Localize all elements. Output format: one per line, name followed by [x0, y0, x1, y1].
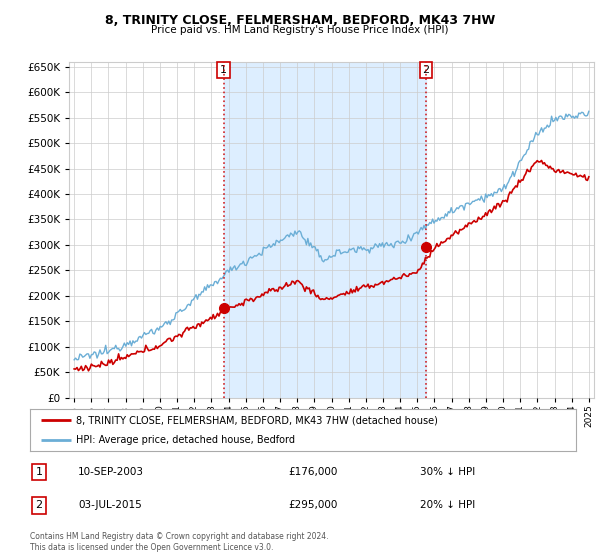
Text: £176,000: £176,000: [288, 467, 337, 477]
Text: 1: 1: [220, 66, 227, 75]
Text: HPI: Average price, detached house, Bedford: HPI: Average price, detached house, Bedf…: [76, 435, 295, 445]
Text: 2: 2: [35, 501, 43, 510]
Text: Contains HM Land Registry data © Crown copyright and database right 2024.
This d: Contains HM Land Registry data © Crown c…: [30, 532, 329, 552]
Text: 03-JUL-2015: 03-JUL-2015: [78, 501, 142, 510]
Text: 20% ↓ HPI: 20% ↓ HPI: [420, 501, 475, 510]
Text: 30% ↓ HPI: 30% ↓ HPI: [420, 467, 475, 477]
Text: 8, TRINITY CLOSE, FELMERSHAM, BEDFORD, MK43 7HW (detached house): 8, TRINITY CLOSE, FELMERSHAM, BEDFORD, M…: [76, 415, 438, 425]
Text: 2: 2: [422, 66, 430, 75]
Text: Price paid vs. HM Land Registry's House Price Index (HPI): Price paid vs. HM Land Registry's House …: [151, 25, 449, 35]
Text: 8, TRINITY CLOSE, FELMERSHAM, BEDFORD, MK43 7HW: 8, TRINITY CLOSE, FELMERSHAM, BEDFORD, M…: [105, 14, 495, 27]
Text: £295,000: £295,000: [288, 501, 337, 510]
Text: 10-SEP-2003: 10-SEP-2003: [78, 467, 144, 477]
Text: 1: 1: [35, 467, 43, 477]
Bar: [224, 62, 426, 398]
